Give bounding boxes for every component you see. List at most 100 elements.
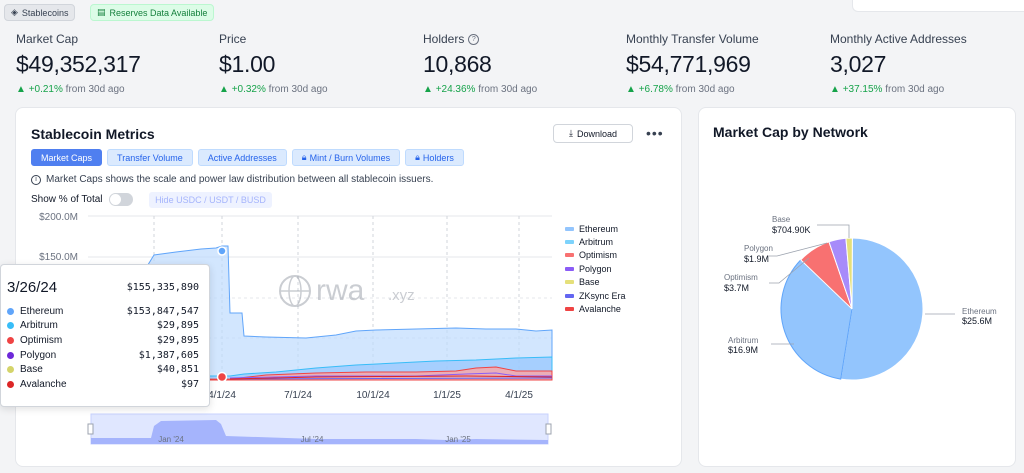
tooltip-row: Avalanche $97: [1, 377, 209, 392]
series-line-zksync[interactable]: [229, 377, 553, 380]
legend-item-polygon[interactable]: Polygon: [565, 262, 626, 275]
navigator-label: Jan '24: [158, 435, 184, 444]
metric-tabs: Market Caps Transfer Volume Active Addre…: [31, 149, 464, 166]
x-tick-label: 10/1/24: [356, 390, 390, 401]
legend-item-optimism[interactable]: Optimism: [565, 249, 626, 262]
series-area-optimism[interactable]: [87, 366, 553, 381]
tab-label: Mint / Burn Volumes: [309, 152, 391, 163]
tab-active-addresses[interactable]: Active Addresses: [197, 149, 287, 166]
stat-change: +37.15%: [842, 84, 883, 95]
tab-holders[interactable]: 🔒︎ Holders: [405, 149, 464, 166]
legend-item-arbitrum[interactable]: Arbitrum: [565, 235, 626, 248]
stat-value: 10,868: [423, 51, 492, 77]
tooltip-row: Polygon $1,387,605: [1, 348, 209, 363]
legend-swatch: [565, 293, 574, 298]
tooltip-row: Arbitrum $29,895: [1, 319, 209, 334]
info-line: i Market Caps shows the scale and power …: [31, 174, 433, 185]
legend-label: ZKsync Era: [579, 290, 626, 301]
stablecoins-badge[interactable]: ◈ Stablecoins: [4, 4, 76, 21]
pie-slice-ethereum[interactable]: [840, 237, 924, 381]
pie-label-name: Polygon: [744, 244, 773, 253]
stat-monthly-active-addresses: Monthly Active Addresses 3,027 ▲ +37.15%…: [830, 32, 967, 95]
legend-swatch: [565, 240, 574, 245]
tab-mint-burn-volumes[interactable]: 🔒︎ Mint / Burn Volumes: [291, 149, 401, 166]
legend-item-base[interactable]: Base: [565, 276, 626, 289]
tooltip-dot: [7, 366, 14, 374]
show-percent-label: Show % of Total: [31, 194, 103, 205]
top-right-panel: [852, 0, 1024, 12]
legend-item-ethereum[interactable]: Ethereum: [565, 222, 626, 235]
tooltip-dot: [7, 307, 14, 315]
network-pie-chart[interactable]: Ethereum $25.6M Arbitrum $16.9M Optimism…: [699, 108, 1017, 468]
more-options-button[interactable]: •••: [646, 125, 664, 141]
legend-label: Polygon: [579, 263, 612, 274]
tooltip-dot: [7, 351, 14, 359]
tooltip-series-value: $29,895: [156, 320, 199, 332]
stat-value: $49,352,317: [16, 51, 141, 77]
tooltip-series-name: Base: [20, 364, 43, 376]
legend-swatch: [565, 280, 574, 285]
watermark-suffix: .xyz: [388, 287, 415, 304]
stat-label: Market Cap: [16, 32, 79, 46]
tooltip-series-name: Polygon: [20, 349, 57, 361]
tab-label: Active Addresses: [207, 152, 277, 163]
tooltip-series-name: Avalanche: [20, 378, 67, 390]
pie-label-name: Arbitrum: [728, 336, 759, 345]
tab-market-caps[interactable]: Market Caps: [31, 149, 103, 166]
pie-slice-base[interactable]: [845, 237, 853, 310]
stat-price: Price $1.00 ▲ +0.32% from 30d ago: [219, 32, 328, 95]
info-text: Market Caps shows the scale and power la…: [46, 174, 434, 185]
up-arrow-icon: ▲: [830, 84, 843, 95]
tooltip-series-name: Arbitrum: [20, 320, 58, 332]
stat-change: +0.21%: [28, 84, 63, 95]
stat-change: +24.36%: [435, 84, 476, 95]
stablecoin-metrics-card: Stablecoin Metrics ⤓ Download ••• Market…: [15, 107, 682, 467]
hide-major-stablecoins-button[interactable]: Hide USDC / USDT / BUSD: [149, 192, 272, 208]
legend-item-zksync-era[interactable]: ZKsync Era: [565, 289, 626, 302]
tooltip-series-value: $97: [180, 378, 199, 390]
up-arrow-icon: ▲: [626, 84, 639, 95]
navigator-label: Jan '25: [445, 435, 471, 444]
tooltip-series-value: $1,387,605: [138, 349, 199, 361]
up-arrow-icon: ▲: [219, 84, 232, 95]
tab-transfer-volume[interactable]: Transfer Volume: [107, 149, 193, 166]
legend-label: Base: [579, 277, 600, 288]
download-button[interactable]: ⤓ Download: [553, 124, 633, 143]
metrics-title: Stablecoin Metrics: [31, 126, 155, 142]
tab-label: Market Caps: [41, 152, 93, 163]
legend-label: Ethereum: [579, 223, 619, 234]
reserves-badge[interactable]: ▤ Reserves Data Available: [90, 4, 215, 21]
up-arrow-icon: ▲: [16, 84, 29, 95]
show-percent-row: Show % of Total: [31, 193, 133, 206]
navigator-area: [91, 420, 548, 444]
help-icon[interactable]: ?: [468, 33, 480, 45]
navigator-left-handle[interactable]: [87, 423, 94, 435]
pie-leader-lines: [769, 224, 955, 345]
legend-label: Arbitrum: [579, 237, 614, 248]
tag-icon: ◈: [11, 7, 18, 17]
x-tick-label: 1/1/25: [433, 390, 461, 401]
stablecoins-badge-label: Stablecoins: [21, 7, 69, 18]
market-cap-by-network-card: Market Cap by Network Ethereum $25.6M Ar…: [698, 107, 1016, 467]
tab-label: Holders: [422, 152, 454, 163]
lock-icon: 🔒︎: [301, 152, 307, 162]
chart-legend: Ethereum Arbitrum Optimism Polygon Base …: [565, 222, 626, 316]
rwa-watermark: rwa .xyz: [279, 274, 415, 307]
watermark-text: rwa: [316, 274, 365, 307]
chart-tooltip: 3/26/24 $155,335,890 Ethereum $153,847,54…: [0, 264, 210, 407]
range-navigator[interactable]: Jan '24 Jul '24 Jan '25: [87, 413, 552, 445]
legend-swatch: [565, 226, 574, 231]
show-percent-toggle[interactable]: [108, 193, 133, 206]
navigator-right-handle[interactable]: [545, 423, 552, 435]
series-line-polygon[interactable]: [229, 372, 552, 379]
hover-marker-ethereum: [217, 246, 227, 256]
info-icon: i: [31, 174, 41, 185]
series-line-avalanche[interactable]: [229, 375, 553, 380]
stat-change: +0.32%: [231, 84, 266, 95]
tooltip-series-value: $153,847,547: [126, 305, 199, 317]
tooltip-series-value: $29,895: [156, 334, 199, 346]
reserves-icon: ▤: [97, 7, 106, 17]
pie-label-name: Ethereum: [962, 307, 997, 316]
stat-holders: Holders ? 10,868 ▲ +24.36% from 30d ago: [423, 32, 537, 95]
legend-item-avalanche[interactable]: Avalanche: [565, 302, 626, 315]
